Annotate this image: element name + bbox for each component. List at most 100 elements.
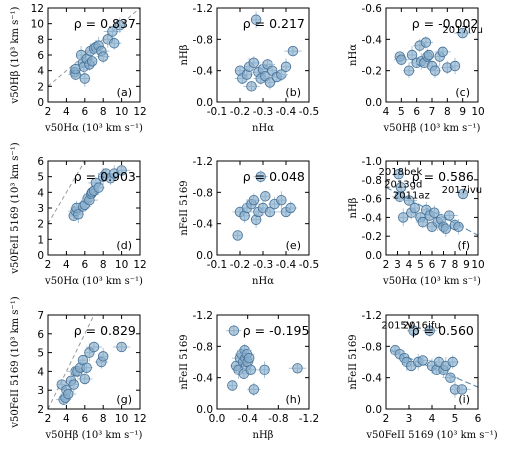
data-point [395,182,407,193]
x-tick-label: 10 [471,259,484,271]
panel-letter: (f) [458,239,470,252]
y-tick-label: -1.2 [193,3,214,15]
data-point [250,14,262,25]
x-tick-label: 4 [63,413,70,425]
data-point [396,54,407,65]
y-tick-label: -0.4 [193,66,214,78]
x-tick-label: 3 [406,413,413,425]
data-point [429,207,440,218]
y-tick-label: 0.0 [365,404,382,416]
x-tick-label: -0.1 [207,259,228,271]
x-tick-label: 2 [45,106,52,118]
y-tick-label: 2 [37,219,44,231]
x-axis-label: v50Hα (10³ km s⁻¹) [44,276,143,287]
y-axis-label: v50Hβ (10³ km s⁻¹) [10,6,21,104]
y-tick-label: 7 [37,310,44,322]
x-tick-label: 2 [45,413,52,425]
y-tick-label: -1.0 [362,156,383,168]
data-point [457,188,469,200]
data-point [79,73,91,84]
x-tick-label: 10 [115,413,128,425]
y-tick-label: -0.4 [193,373,214,385]
panel-i: 2 3 4 5 6 0.0 -0.4 -0.8 -1.2 v50FeII 5169 (10³ km… [348,310,498,441]
x-tick-label: 10 [471,106,484,118]
panel-b: -0.1 -0.2 -0.3 -0.4 -0.50.0-0.4-0.8-1.2nHαnH… [179,3,319,134]
x-tick-label: 3 [394,259,401,271]
y-tick-label: 8 [37,34,44,46]
x-axis-label: nHβ [253,430,274,441]
x-tick-label: 12 [133,259,146,271]
panel-letter: (g) [116,393,132,406]
x-tick-label: 6 [475,413,482,425]
panel-letter: (d) [116,239,132,252]
rho-label: ρ = 0.837 [74,16,136,31]
data-point [393,168,404,180]
y-tick-label: -1.2 [193,156,214,168]
y-axis-label: nHα [348,44,359,66]
x-tick-label: -0.1 [207,106,228,118]
data-point [449,60,461,72]
x-tick-label: 2 [383,259,390,271]
x-tick-label: 6 [413,106,420,118]
x-tick-label: 4 [63,259,70,271]
x-axis-label: v50FeII 5169 (10³ km s⁻¹) [365,430,497,441]
x-tick-label: 10 [115,259,128,271]
y-tick-label: 5 [37,172,44,184]
x-tick-label: 8 [100,413,107,425]
data-point [248,194,260,206]
x-tick-label: 8 [100,259,107,271]
data-point [424,325,435,336]
x-tick-label: 4 [406,259,413,271]
y-tick-label: -1.2 [193,310,214,322]
x-tick-label: 12 [133,413,146,425]
rho-label: ρ = 0.903 [74,169,136,184]
data-point [264,77,276,88]
panel-letter: (e) [286,239,301,252]
data-point [109,38,120,49]
x-axis-label: v50Hβ (10³ km s⁻¹) [383,123,481,134]
data-point [232,230,243,241]
x-tick-label: 7 [440,259,447,271]
data-point [260,191,271,202]
x-tick-label: -0.4 [237,413,258,425]
y-axis-label: nHβ [348,197,359,218]
y-tick-label: -0.8 [362,175,383,187]
x-tick-label: 8 [100,106,107,118]
one-to-one-line [48,8,140,87]
y-tick-label: -0.4 [193,219,214,231]
data-point [81,362,92,373]
data-point [417,355,429,366]
y-tick-label: -0.4 [362,34,383,46]
data-point [228,325,240,336]
data-point [409,202,420,214]
y-axis-label: v50FeII 5169 (10³ km s⁻¹) [10,296,21,428]
x-tick-label: 8 [452,259,459,271]
x-tick-label: 0.0 [209,413,226,425]
x-tick-label: 5 [398,106,405,118]
panel-letter: (i) [458,393,470,406]
data-point [246,81,257,92]
data-point [97,351,109,362]
y-tick-label: 0 [37,97,44,109]
x-tick-label: 6 [81,259,88,271]
panel-letter: (h) [285,393,301,406]
x-tick-label: 6 [81,106,88,118]
x-tick-label: 9 [463,259,470,271]
data-point [116,165,127,176]
axes-frame [216,314,310,410]
y-axis-label: nHβ [179,44,190,65]
sn-annotation: 2017ivu [442,185,482,196]
y-tick-label: 3 [37,203,44,215]
data-point [97,51,109,62]
data-point [398,212,409,223]
y-tick-label: -0.6 [362,194,383,206]
data-point [420,37,432,48]
y-tick-label: 6 [37,329,44,341]
y-tick-label: 0.0 [365,97,382,109]
y-tick-label: 12 [31,3,44,15]
x-tick-label: -0.5 [299,106,320,118]
data-point [86,56,98,67]
y-tick-label: 6 [37,156,44,168]
data-point [93,182,104,193]
